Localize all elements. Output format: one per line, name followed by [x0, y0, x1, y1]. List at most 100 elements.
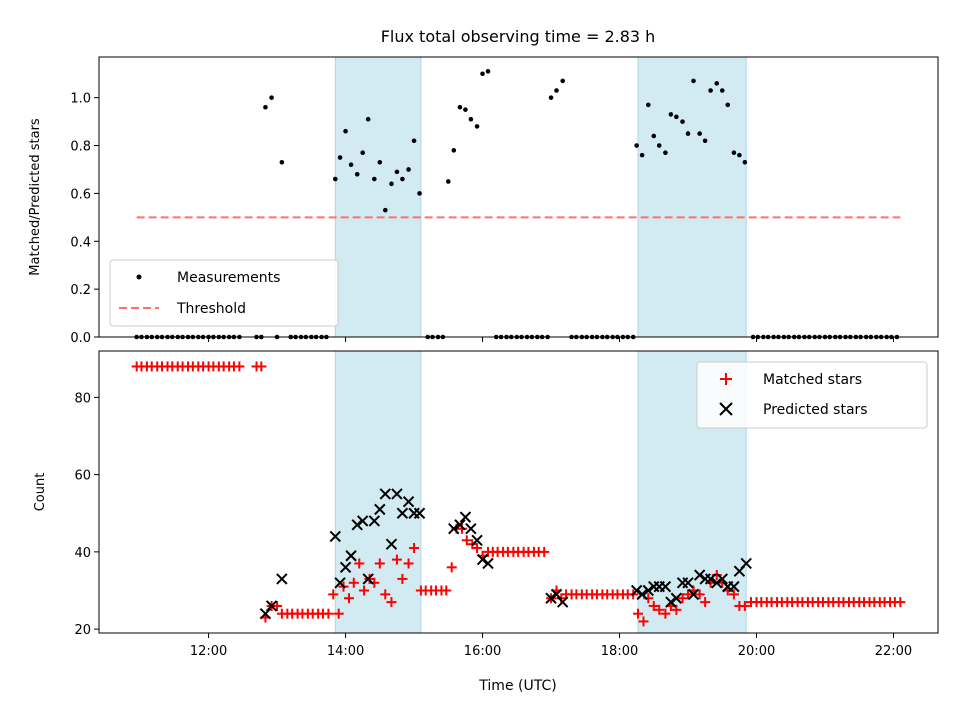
matched-star-point: [739, 600, 750, 611]
measurement-point: [731, 150, 737, 156]
predicted-star-point: [670, 592, 683, 604]
measurement-point: [639, 152, 645, 158]
predicted-star-point: [259, 607, 272, 620]
predicted-star-point: [704, 573, 717, 585]
matched-star-point: [343, 593, 354, 604]
measurement-point: [663, 150, 668, 156]
shaded-intervals: [334, 350, 747, 634]
matched-star-point: [354, 558, 365, 569]
x-tick-label: 18:00: [601, 644, 638, 659]
predicted-star-point: [716, 573, 728, 585]
predicted-star-point: [379, 488, 391, 500]
measurement-point: [474, 124, 480, 129]
matched-star-point: [359, 585, 370, 596]
y-tick-label: 0.8: [70, 140, 91, 155]
y-tick-label: 80: [74, 391, 91, 406]
matched-star-point: [461, 535, 472, 546]
predicted-star-point: [556, 596, 569, 608]
matched-star-point: [638, 616, 649, 627]
predicted-star-point: [368, 515, 381, 527]
measurement-point: [668, 112, 674, 117]
predicted-star-point: [630, 584, 643, 597]
measurement-point: [697, 131, 702, 136]
matched-star-point: [728, 589, 739, 600]
measurement-point: [394, 169, 400, 175]
predicted-star-point: [636, 588, 648, 601]
measurement-point: [554, 88, 559, 93]
ratio-y-label: Matched/Predicted stars: [28, 118, 43, 276]
matched-star-point: [700, 597, 711, 608]
matched-star-point: [660, 608, 671, 619]
count-y-axis: 20 40 60 80: [74, 391, 99, 638]
matched-star-point: [694, 589, 705, 600]
predicted-star-point: [334, 577, 346, 589]
measurement-point: [737, 152, 742, 158]
predicted-star-point: [642, 584, 654, 597]
matched-star-point: [386, 597, 397, 608]
measurement-point: [354, 171, 360, 177]
count-x-axis: 12:00 14:00 16:00 18:00 20:00 22:00: [190, 633, 912, 659]
panel-ratio-frame: [98, 56, 939, 338]
panel-count-frame: [98, 350, 939, 634]
matched-star-point: [380, 589, 391, 600]
shaded-intervals: [334, 56, 747, 338]
matched-star-point: [472, 543, 483, 554]
predicted-star-point: [471, 534, 483, 546]
predicted-star-point: [659, 580, 672, 593]
shaded-interval: [334, 350, 422, 634]
measurement-point: [365, 116, 371, 122]
measurement-point: [548, 95, 554, 100]
figure-title: Flux total observing time = 2.83 h: [381, 27, 656, 46]
predicted-star-point: [345, 550, 357, 562]
matched-star-point: [397, 573, 408, 584]
measurement-point: [337, 155, 343, 160]
panel-ratio: 0.0 0.2 0.4 0.6 0.8 1.0 Matched/Predicted sta…: [28, 56, 939, 346]
measurement-point: [463, 107, 468, 112]
predicted-star-point: [711, 577, 723, 589]
x-tick-label: 14:00: [327, 644, 364, 659]
predicted-star-point: [476, 553, 489, 566]
legend-matched-label: Matched stars: [763, 372, 862, 388]
measurement-point: [360, 150, 365, 156]
predicted-star-point: [545, 592, 557, 604]
predicted-star-point: [465, 522, 477, 535]
predicted-star-point: [351, 519, 363, 531]
predicted-star-point: [339, 561, 352, 574]
measurement-point: [708, 88, 713, 93]
x-tick-label: 20:00: [738, 644, 775, 659]
y-tick-label: 0.4: [70, 235, 91, 250]
y-tick-label: 0.0: [70, 331, 91, 346]
measurement-point: [742, 159, 748, 165]
matched-star-point: [374, 558, 385, 569]
matched-star-point: [456, 523, 467, 534]
matched-star-point: [333, 608, 344, 619]
measurement-point: [411, 138, 417, 144]
matched-star-point: [409, 543, 420, 554]
y-tick-label: 40: [74, 546, 91, 561]
matched-star-point: [633, 608, 644, 619]
matched-star-point: [403, 558, 414, 569]
predicted-star-point: [454, 519, 466, 531]
legend-predicted-marker: [719, 402, 733, 416]
matched-star-point: [391, 554, 402, 565]
predicted-star-point: [728, 580, 740, 593]
measurement-point: [719, 88, 725, 93]
predicted-star-point: [740, 557, 752, 570]
legend-matched-marker: [720, 373, 732, 385]
predicted-star-point: [276, 573, 288, 585]
measurement-point: [702, 138, 708, 144]
measurement-point: [400, 176, 405, 182]
predicted-star-point: [687, 588, 700, 601]
predicted-star-point: [459, 511, 472, 523]
measurement-point: [685, 131, 691, 136]
measurement-point: [691, 78, 696, 84]
matched-star-point: [256, 361, 267, 372]
predicted-star-point: [413, 507, 426, 519]
measurement-point: [343, 128, 348, 134]
measurement-point: [451, 148, 457, 153]
count-legend: Matched stars Predicted stars: [696, 361, 928, 429]
predicted-star-point: [391, 488, 403, 500]
measurement-point: [680, 119, 685, 124]
measurement-point: [560, 78, 565, 84]
